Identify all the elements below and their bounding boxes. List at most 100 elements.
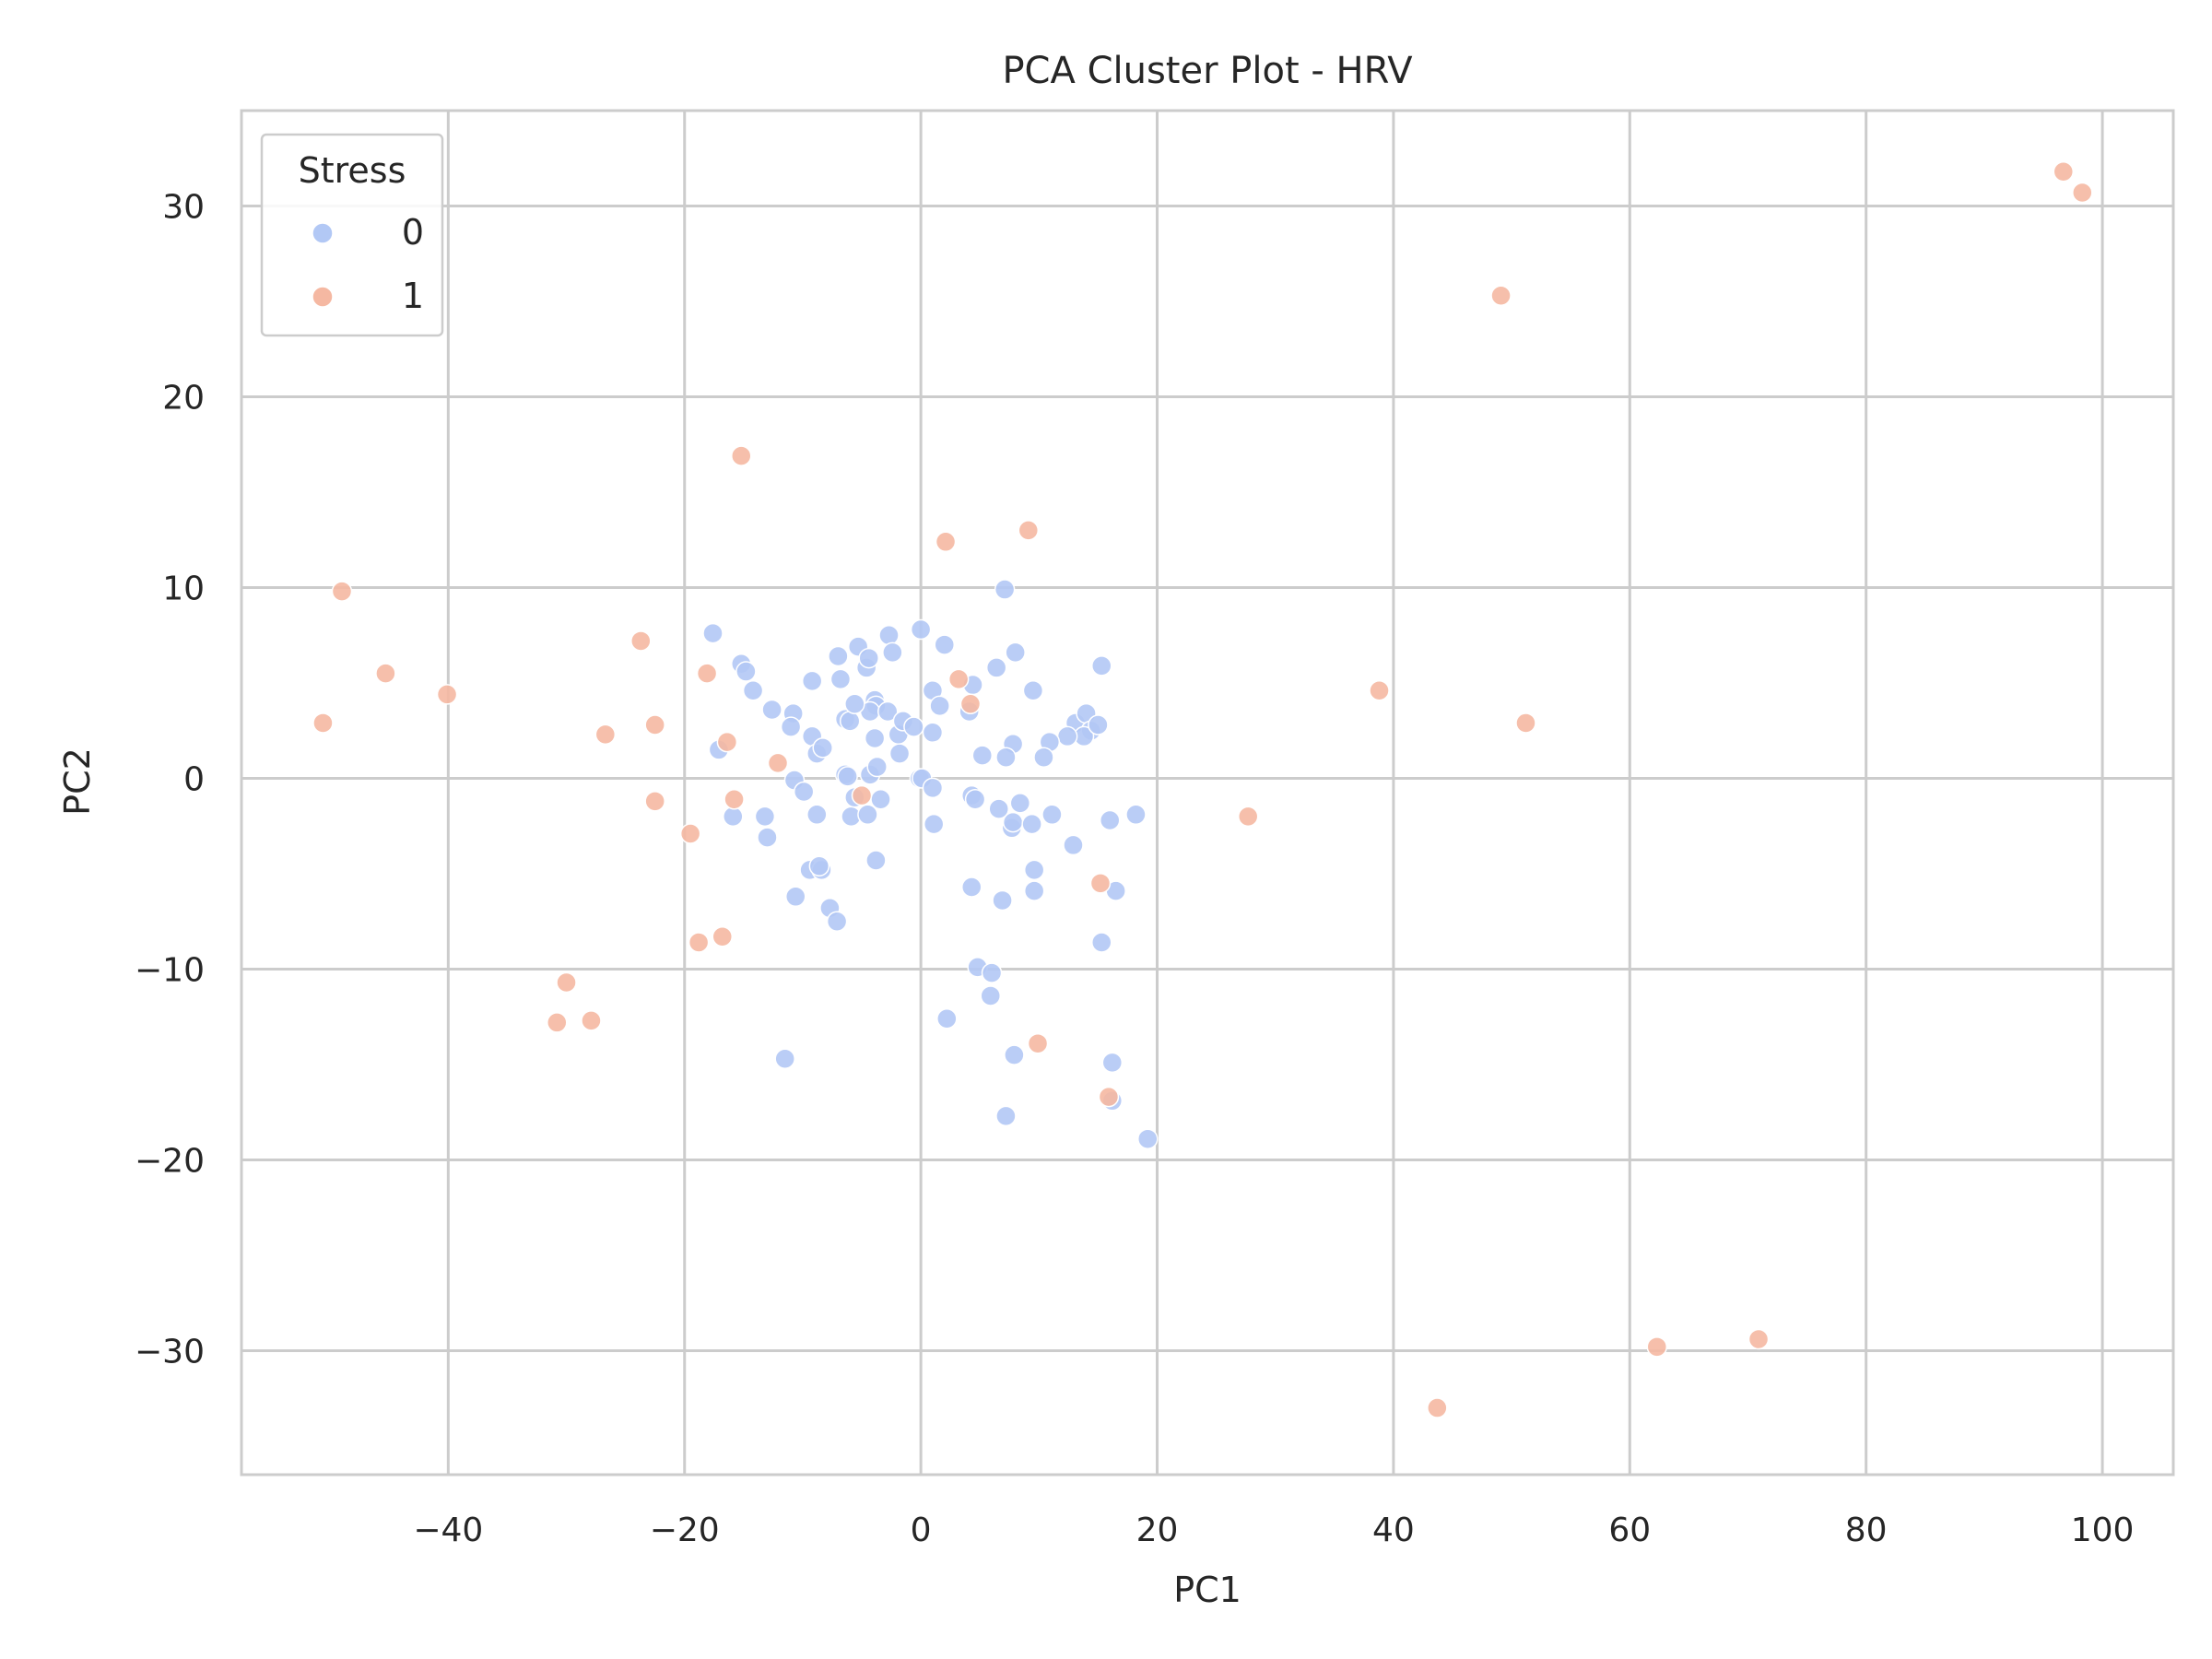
data-point-stress-1 [696,663,718,684]
data-point-stress-0 [1033,747,1054,768]
data-point-stress-0 [1101,1052,1124,1074]
data-point-stress-0 [780,716,802,737]
data-point-stress-0 [866,756,888,778]
data-point-stress-1 [947,668,970,690]
plot-frame [240,109,2175,1477]
y-axis-title: PC2 [57,747,98,816]
data-point-stress-0 [980,985,1002,1006]
data-point-stress-0 [858,647,879,669]
data-point-stress-1 [679,823,701,844]
data-points [312,160,2093,1418]
data-point-stress-0 [1056,725,1078,747]
x-tick-label: 60 [1608,1512,1651,1549]
data-point-stress-0 [1023,859,1045,881]
y-tick-label: 10 [162,570,205,607]
data-point-stress-1 [716,731,738,753]
data-point-stress-0 [1009,793,1031,814]
chart-title: PCA Cluster Plot - HRV [1002,50,1413,92]
data-point-stress-1 [331,581,353,602]
data-point-stress-0 [981,962,1003,983]
x-axis-title: PC1 [1173,1570,1241,1610]
data-point-stress-0 [1004,1044,1025,1065]
data-point-stress-0 [742,680,764,701]
data-point-stress-1 [2072,182,2093,204]
data-point-stress-0 [793,781,815,803]
data-point-stress-1 [594,724,617,746]
data-point-stress-0 [830,668,852,690]
data-point-stress-0 [812,737,833,759]
data-point-stress-0 [878,624,900,646]
data-point-stress-0 [702,622,724,644]
data-point-stress-0 [1091,932,1112,953]
x-tick-label: 20 [1136,1512,1179,1549]
data-point-stress-1 [712,926,734,947]
data-point-stress-1 [851,784,873,806]
y-tick-label: 0 [183,760,205,798]
data-point-stress-1 [1237,806,1259,828]
data-point-stress-0 [808,855,830,877]
data-point-stress-0 [1063,834,1084,856]
legend-label-stress-1: 1 [402,276,424,316]
data-point-stress-1 [1089,873,1112,894]
data-point-stress-0 [1005,641,1026,664]
x-tick-label: 100 [2071,1512,2135,1549]
grid [241,111,2173,1475]
y-tick-label: −30 [135,1333,205,1371]
data-point-stress-0 [922,722,944,744]
data-point-stress-0 [1091,655,1112,677]
x-tick-label: 80 [1845,1512,1888,1549]
data-point-stress-1 [1018,520,1040,541]
data-point-stress-1 [2053,160,2075,182]
data-point-stress-0 [1099,809,1121,831]
data-point-stress-0 [839,711,861,732]
data-point-stress-0 [960,877,982,898]
data-point-stress-0 [1023,880,1045,901]
data-point-stress-1 [1369,680,1390,701]
data-point-stress-1 [724,788,745,810]
data-point-stress-1 [312,712,334,734]
data-point-stress-0 [723,806,744,828]
data-point-stress-1 [644,714,665,735]
data-point-stress-1 [1427,1397,1448,1418]
data-point-stress-1 [630,630,652,652]
data-point-stress-0 [1002,811,1024,833]
data-point-stress-0 [870,788,891,810]
x-tick-label: −40 [413,1512,483,1549]
data-point-stress-0 [735,661,757,682]
y-tick-label: −20 [135,1142,205,1180]
data-point-stress-0 [988,798,1009,819]
data-point-stress-1 [436,684,458,705]
data-point-stress-0 [1137,1128,1159,1149]
data-point-stress-0 [934,634,956,655]
data-point-stress-0 [882,641,903,664]
y-tick-label: 20 [162,379,205,417]
data-point-stress-1 [767,752,789,774]
legend: Stress 0 1 [260,133,444,337]
data-point-stress-1 [375,663,396,684]
data-point-stress-0 [857,804,878,826]
data-point-stress-0 [964,788,986,810]
data-point-stress-1 [959,693,982,714]
legend-label-stress-0: 0 [402,212,424,253]
data-point-stress-0 [929,695,950,717]
data-point-stress-0 [806,804,828,826]
data-point-stress-1 [556,971,577,994]
data-point-stress-0 [801,670,823,692]
data-point-stress-0 [1022,680,1044,701]
x-tick-label: 0 [911,1512,932,1549]
data-point-stress-0 [971,745,994,766]
data-point-stress-0 [844,693,865,714]
data-point-stress-1 [1027,1032,1049,1054]
data-point-stress-0 [1021,813,1042,835]
legend-title: Stress [299,150,406,191]
data-point-stress-1 [688,932,710,953]
data-point-stress-0 [995,1105,1017,1127]
data-point-stress-0 [995,747,1017,768]
data-point-stress-0 [992,889,1013,912]
data-point-stress-0 [985,657,1007,678]
x-tick-label: 40 [1372,1512,1415,1549]
data-point-stress-0 [877,700,899,723]
data-point-stress-0 [1088,714,1109,735]
